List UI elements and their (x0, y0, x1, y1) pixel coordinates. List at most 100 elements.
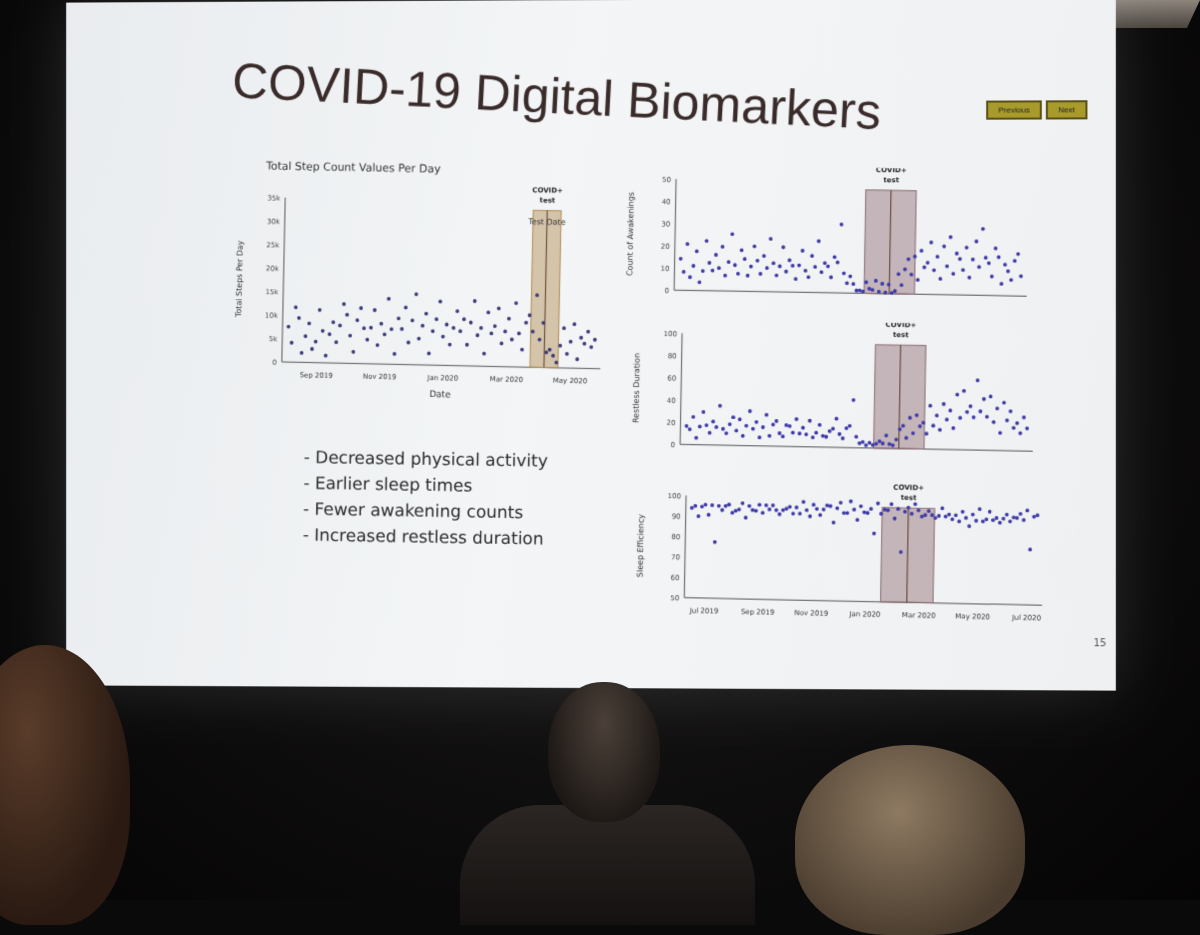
y-tick-label: 15k (265, 288, 279, 296)
data-point (978, 409, 982, 413)
data-point (951, 272, 955, 276)
data-point (935, 255, 939, 259)
data-point (920, 249, 924, 253)
data-point (798, 432, 802, 436)
data-point (974, 519, 978, 523)
slide-nav: Previous Next (986, 100, 1087, 119)
data-point (524, 321, 528, 325)
projection-screen: COVID-19 Digital Biomarkers Previous Nex… (66, 0, 1116, 691)
data-point (1009, 278, 1013, 282)
data-point (775, 273, 779, 277)
data-point (942, 402, 946, 406)
data-point (694, 436, 698, 440)
data-point (476, 333, 480, 337)
data-point (861, 440, 865, 444)
data-point (345, 313, 349, 317)
previous-button[interactable]: Previous (986, 100, 1042, 119)
data-point (835, 417, 839, 421)
data-point (955, 393, 959, 397)
x-tick-label: Jul 2019 (689, 607, 719, 616)
x-tick-label: Mar 2020 (902, 611, 936, 620)
page-number: 15 (1094, 638, 1107, 649)
data-point (798, 512, 802, 516)
data-point (961, 268, 965, 272)
data-point (741, 434, 745, 438)
data-point (717, 504, 721, 508)
data-point (855, 518, 859, 522)
data-point (746, 274, 750, 278)
y-tick-label: 50 (662, 176, 671, 184)
next-button[interactable]: Next (1046, 100, 1087, 119)
data-point (321, 329, 325, 333)
data-point (737, 507, 741, 511)
data-point (808, 514, 812, 518)
data-point (721, 427, 725, 431)
data-point (866, 511, 870, 515)
data-point (747, 504, 751, 508)
x-tick-label: Jan 2020 (426, 374, 458, 383)
data-point (338, 324, 342, 328)
data-point (701, 410, 705, 414)
data-point (698, 425, 702, 429)
x-axis-label: Date (429, 390, 451, 400)
data-point (297, 316, 301, 320)
data-point (995, 407, 999, 411)
data-point (761, 511, 765, 515)
data-point (514, 301, 518, 305)
data-point (938, 428, 942, 432)
data-point (1032, 515, 1036, 519)
data-point (698, 280, 702, 284)
data-point (304, 334, 308, 338)
data-point (393, 352, 397, 356)
data-point (808, 419, 812, 423)
data-point (575, 357, 579, 361)
data-point (781, 508, 785, 512)
data-point (565, 352, 569, 356)
annotation-label: COVID+ (876, 166, 907, 175)
data-point (955, 252, 959, 256)
data-point (744, 424, 748, 428)
data-point (348, 334, 352, 338)
data-point (717, 266, 721, 270)
data-point (359, 306, 363, 310)
data-point (832, 521, 836, 525)
data-point (1036, 513, 1040, 517)
data-point (795, 505, 799, 509)
data-point (957, 519, 961, 523)
data-point (764, 503, 768, 507)
data-point (714, 253, 718, 257)
data-point (791, 512, 795, 516)
x-tick-label: Sep 2019 (300, 371, 333, 380)
y-tick-label: 60 (667, 374, 676, 382)
y-axis-label: Count of Awakenings (625, 192, 636, 276)
data-point (945, 264, 949, 268)
data-point (1005, 418, 1009, 422)
x-tick-label: Jul 2020 (1011, 614, 1041, 623)
data-point (819, 270, 823, 274)
data-point (989, 395, 993, 399)
data-point (772, 261, 776, 265)
y-tick-label: 20k (266, 265, 280, 273)
y-tick-label: 50 (670, 594, 679, 602)
y-tick-label: 60 (671, 574, 680, 582)
data-point (818, 423, 822, 427)
data-point (948, 409, 952, 413)
data-point (818, 513, 822, 517)
data-point (462, 317, 466, 321)
bullet-list: - Decreased physical activity - Earlier … (303, 448, 548, 556)
data-point (813, 265, 817, 269)
data-point (290, 341, 294, 345)
data-point (400, 327, 404, 331)
data-point (748, 409, 752, 413)
y-tick-label: 100 (664, 330, 678, 338)
data-point (804, 432, 808, 436)
y-tick-label: 90 (672, 513, 681, 521)
data-point (500, 342, 504, 346)
data-point (848, 274, 852, 278)
data-point (842, 511, 846, 515)
y-tick-label: 0 (665, 287, 670, 295)
data-point (724, 431, 728, 435)
data-point (794, 277, 798, 281)
data-point (733, 263, 737, 267)
data-point (465, 343, 469, 347)
